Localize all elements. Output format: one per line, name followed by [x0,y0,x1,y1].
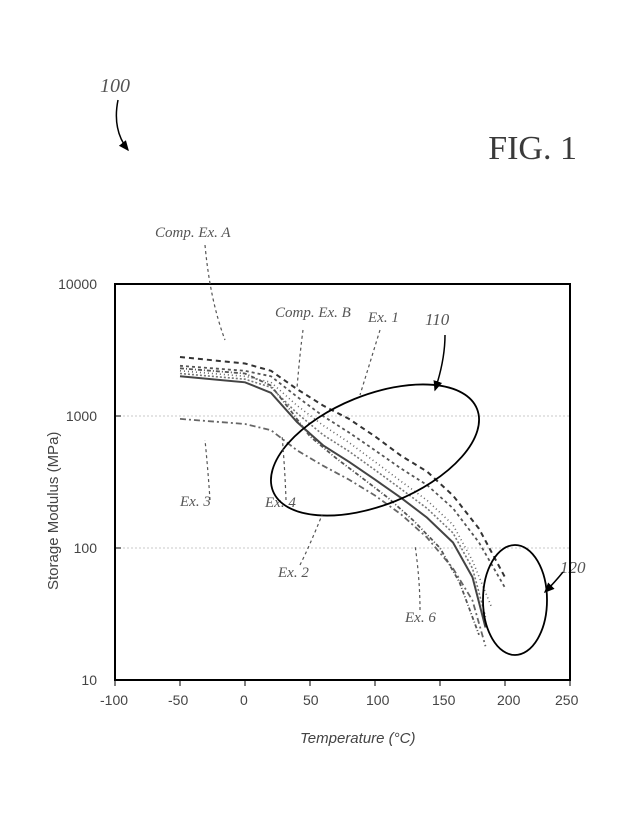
figure-page: { "figure": { "title": "FIG. 1", "title_… [0,0,637,825]
series-ex-2 [180,376,486,627]
series-ex-3 [180,419,486,646]
series-ex-6 [180,368,479,635]
chart-svg [0,0,637,825]
